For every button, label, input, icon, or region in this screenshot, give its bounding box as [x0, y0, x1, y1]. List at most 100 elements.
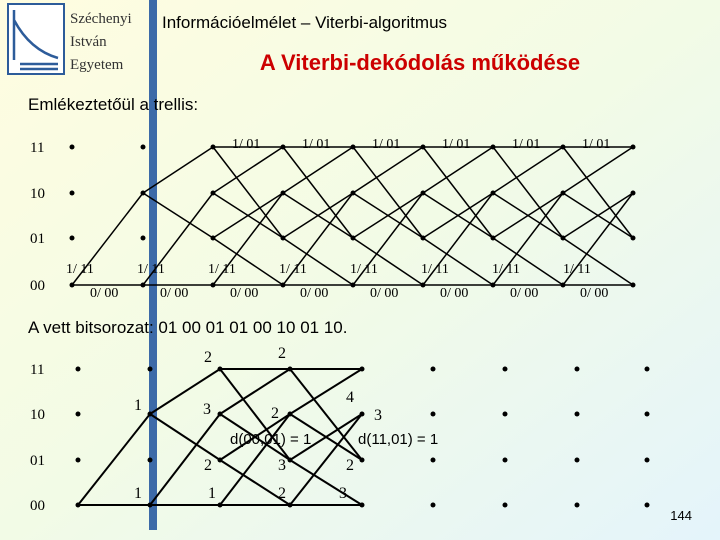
trellis-node: [644, 502, 650, 508]
path-metric: 2: [204, 349, 212, 366]
trellis-node: [287, 457, 293, 463]
edge-label: 1/ 11: [492, 262, 520, 277]
trellis-node: [420, 190, 426, 196]
trellis-node: [280, 190, 286, 196]
trellis-edge: [289, 413, 363, 461]
trellis-edge: [492, 146, 564, 194]
logo: [7, 3, 65, 75]
trellis-edge: [282, 192, 354, 239]
trellis-node: [560, 144, 566, 150]
edge-label: 1/ 01: [372, 137, 400, 152]
trellis-node: [359, 366, 365, 372]
edge-label: 1/ 01: [442, 137, 470, 152]
trellis-node: [502, 411, 508, 417]
edge-label: 0/ 00: [160, 286, 188, 301]
trellis-edge: [289, 368, 363, 461]
trellis-node: [430, 457, 436, 463]
trellis-node: [147, 502, 153, 508]
path-metric: 2: [271, 405, 279, 422]
trellis-node: [630, 190, 636, 196]
trellis-edge: [282, 146, 354, 194]
trellis-node: [502, 502, 508, 508]
trellis-node: [430, 366, 436, 372]
path-metric: 3: [339, 485, 347, 502]
trellis-node: [574, 502, 580, 508]
trellis-node: [210, 235, 216, 241]
trellis-node: [69, 282, 75, 288]
trellis-edge: [422, 146, 494, 194]
trellis-node: [574, 366, 580, 372]
logo-mark: [12, 10, 59, 71]
edge-label: 1/ 11: [421, 262, 449, 277]
trellis-node: [147, 366, 153, 372]
trellis-node: [359, 457, 365, 463]
trellis-edge: [492, 192, 564, 286]
trellis-node: [287, 502, 293, 508]
trellis-edge: [219, 413, 291, 506]
edge-label: 0/ 00: [510, 286, 538, 301]
trellis-node: [430, 411, 436, 417]
trellis-edge: [282, 192, 354, 286]
state-label: 11: [30, 362, 44, 378]
trellis-node: [280, 144, 286, 150]
trellis-edge: [562, 146, 634, 194]
trellis-node: [217, 457, 223, 463]
formula: d(11,01) = 1: [358, 431, 438, 448]
trellis-node: [574, 457, 580, 463]
side-bar: [149, 0, 157, 530]
trellis-node: [350, 144, 356, 150]
trellis-node: [140, 235, 146, 241]
path-metric: 3: [278, 457, 286, 474]
path-metric: 3: [203, 401, 211, 418]
trellis-edge: [422, 192, 494, 239]
page-number: 144: [670, 508, 692, 523]
trellis-node: [75, 502, 81, 508]
trellis-edge: [492, 146, 564, 239]
trellis-edge: [212, 192, 284, 239]
edge-label: 1/ 01: [582, 137, 610, 152]
state-label: 10: [30, 407, 45, 423]
received: A vett bitsorozat: 01 00 01 01 00 10 01 …: [28, 318, 347, 337]
trellis-node: [287, 366, 293, 372]
trellis-node: [280, 235, 286, 241]
trellis-edge: [149, 413, 221, 461]
trellis-node: [420, 235, 426, 241]
state-label: 00: [30, 278, 45, 294]
trellis-edge: [352, 146, 424, 239]
edge-label: 1/ 11: [66, 262, 94, 277]
trellis-edge: [219, 368, 291, 461]
trellis-node: [430, 502, 436, 508]
trellis-edge: [212, 237, 284, 286]
trellis-edge: [562, 237, 634, 286]
trellis-edge: [212, 146, 284, 239]
trellis-node: [75, 457, 81, 463]
path-metric: 1: [134, 485, 142, 502]
trellis-node: [420, 144, 426, 150]
trellis-edge: [212, 146, 284, 194]
trellis-node: [560, 235, 566, 241]
trellis-node: [490, 144, 496, 150]
trellis-edge: [142, 192, 214, 239]
trellis-edge: [352, 192, 424, 239]
trellis-edge: [562, 192, 634, 286]
trellis-edge: [289, 459, 363, 506]
edge-label: 1/ 11: [279, 262, 307, 277]
edge-label: 1/ 01: [512, 137, 540, 152]
trellis-node: [210, 190, 216, 196]
trellis-node: [502, 457, 508, 463]
trellis-node: [644, 411, 650, 417]
trellis-node: [147, 411, 153, 417]
trellis-node: [359, 502, 365, 508]
trellis-edge: [289, 368, 363, 415]
trellis-node: [490, 282, 496, 288]
trellis-node: [644, 457, 650, 463]
logo-text: Széchenyi: [70, 11, 132, 27]
trellis-node: [630, 282, 636, 288]
edge-label: 0/ 00: [230, 286, 258, 301]
trellis-node: [147, 457, 153, 463]
trellis-node: [75, 411, 81, 417]
trellis-node: [69, 235, 75, 241]
edge-label: 1/ 01: [232, 137, 260, 152]
trellis-node: [140, 190, 146, 196]
